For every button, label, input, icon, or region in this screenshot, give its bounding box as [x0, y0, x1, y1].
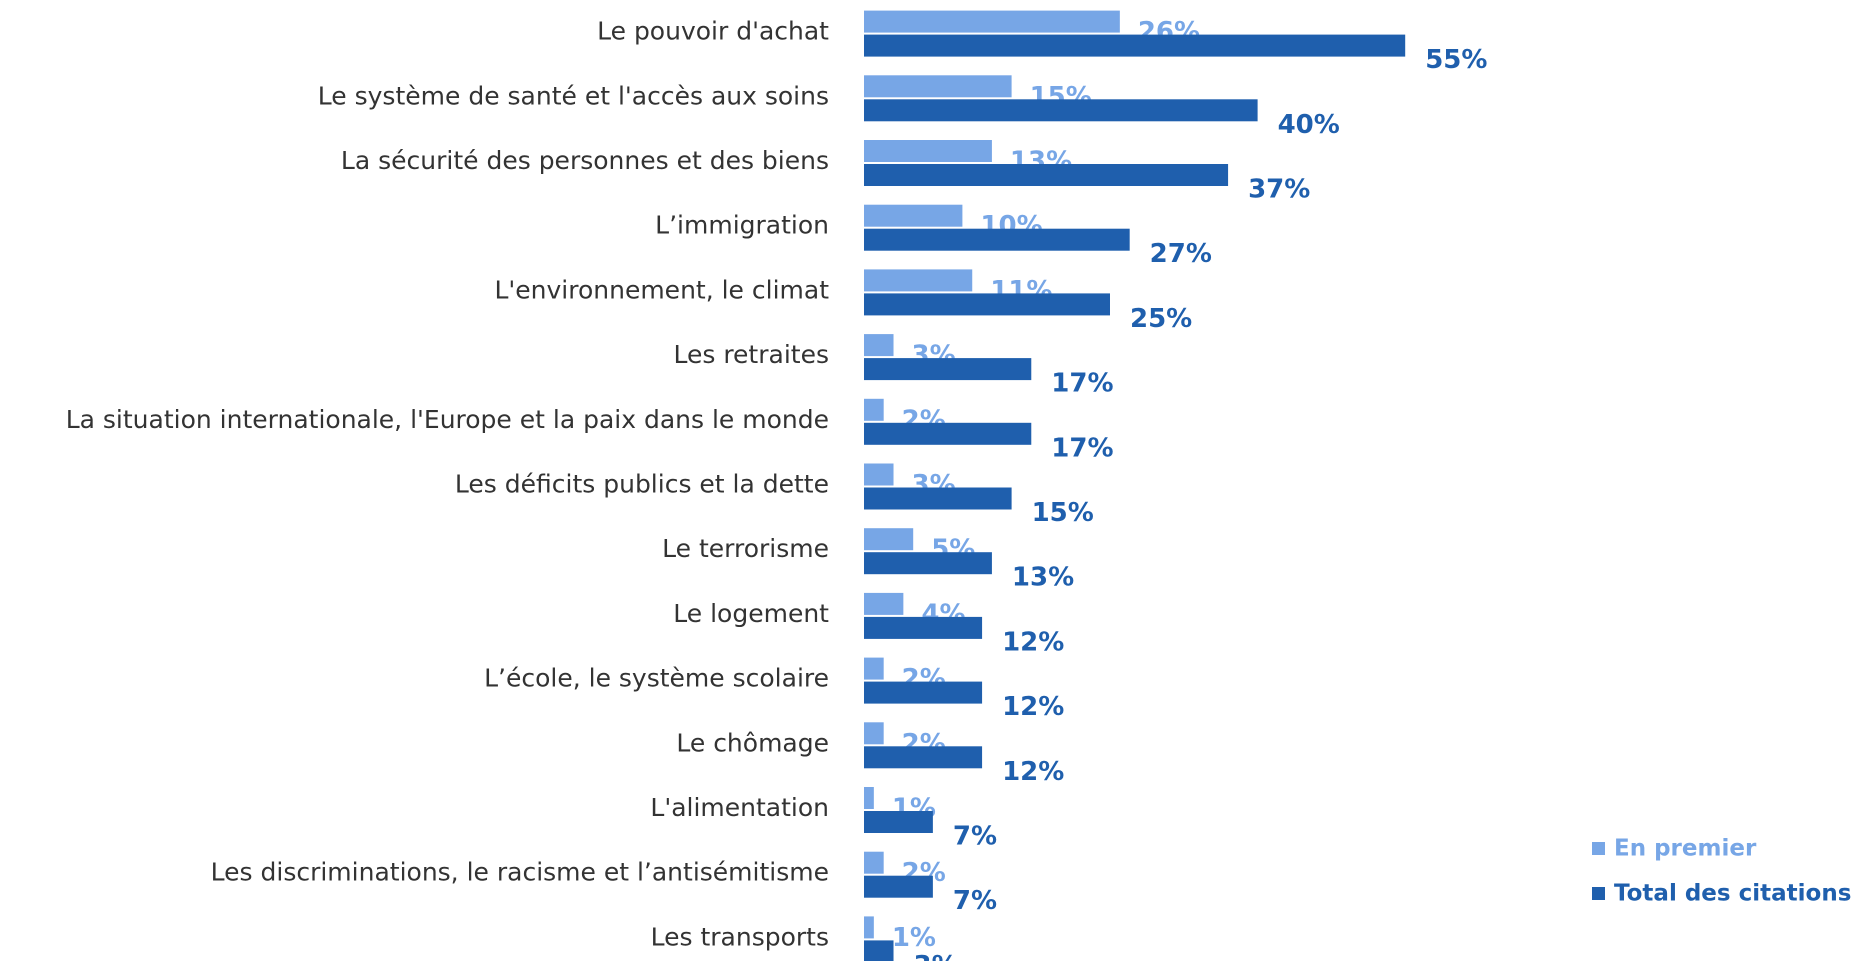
- bar: [864, 204, 963, 227]
- legend-label: Total des citations: [1614, 881, 1851, 907]
- bar: [864, 811, 933, 833]
- bar: [864, 552, 992, 575]
- category-label: Les retraites: [673, 340, 829, 369]
- bar: [864, 528, 914, 551]
- bar: [864, 228, 1130, 251]
- bar: [864, 875, 933, 898]
- value-label: 40%: [1278, 110, 1340, 140]
- category-label: L’école, le système scolaire: [484, 664, 829, 693]
- value-label: 37%: [1248, 175, 1310, 205]
- value-label: 27%: [1150, 239, 1212, 269]
- category-label: Les déficits publics et la dette: [455, 470, 829, 499]
- legend-swatch: [1592, 842, 1605, 855]
- value-label: 55%: [1425, 45, 1487, 75]
- category-label: Le système de santé et l'accès aux soins: [318, 81, 829, 110]
- legend-label: En premier: [1614, 836, 1757, 862]
- value-label: 3%: [914, 951, 958, 961]
- value-label: 7%: [953, 822, 997, 852]
- bar: [864, 10, 1120, 33]
- category-label: Le chômage: [676, 728, 829, 757]
- bar: [864, 140, 992, 162]
- bar: [864, 269, 973, 292]
- bar: [864, 334, 894, 357]
- bar: [864, 164, 1229, 186]
- category-label: Les transports: [651, 922, 829, 951]
- bar: [864, 422, 1032, 445]
- bar: [864, 657, 884, 680]
- bar: [864, 722, 884, 745]
- category-label: Le pouvoir d'achat: [597, 17, 829, 46]
- value-label: 25%: [1130, 304, 1192, 334]
- bar: [864, 463, 894, 486]
- bar: [864, 398, 884, 421]
- value-label: 12%: [1002, 757, 1064, 787]
- value-label: 12%: [1002, 692, 1064, 722]
- value-label: 1%: [892, 923, 936, 953]
- category-label: L'alimentation: [650, 793, 829, 822]
- bar: [864, 787, 874, 809]
- value-label: 17%: [1051, 369, 1113, 399]
- category-label: L’immigration: [655, 211, 829, 240]
- bar: [864, 592, 904, 615]
- bar: [864, 851, 884, 874]
- category-label: Le terrorisme: [662, 534, 829, 563]
- legend-swatch: [1592, 887, 1605, 900]
- bar: [864, 916, 874, 939]
- bar: [864, 746, 983, 769]
- bar: [864, 616, 983, 639]
- value-label: 15%: [1032, 498, 1094, 528]
- bar: [864, 487, 1012, 510]
- bar: [864, 293, 1110, 316]
- bar: [864, 681, 983, 704]
- category-label: Les discriminations, le racisme et l’ant…: [211, 858, 829, 887]
- value-label: 12%: [1002, 627, 1064, 657]
- value-label: 13%: [1012, 563, 1074, 593]
- category-label: La sécurité des personnes et des biens: [341, 146, 829, 175]
- bar: [864, 99, 1258, 122]
- category-label: Le logement: [673, 599, 829, 628]
- category-label: L'environnement, le climat: [494, 275, 829, 304]
- value-label: 17%: [1051, 433, 1113, 463]
- bar: [864, 358, 1032, 381]
- value-label: 7%: [953, 886, 997, 916]
- bar: [864, 940, 894, 961]
- bar: [864, 34, 1406, 57]
- bar: [864, 75, 1012, 98]
- category-label: La situation internationale, l'Europe et…: [66, 405, 829, 434]
